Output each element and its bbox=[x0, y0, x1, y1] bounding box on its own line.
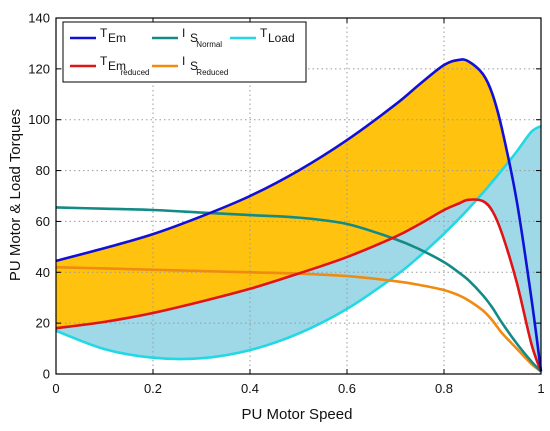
y-tick-label: 140 bbox=[28, 11, 50, 26]
y-tick-label: 120 bbox=[28, 61, 50, 76]
series-line-is_reduced bbox=[55, 265, 542, 373]
legend-label-sub2-is_reduced: Reduced bbox=[196, 68, 228, 77]
y-tick-label: 100 bbox=[28, 112, 50, 127]
legend-label-sub-is_reduced: S bbox=[190, 59, 198, 73]
legend-label-sub2-tem_reduced: reduced bbox=[121, 68, 150, 77]
series-line-tem_reduced bbox=[55, 198, 543, 372]
legend-label-sub-is_normal: S bbox=[190, 31, 198, 45]
legend-label-is_normal: I bbox=[182, 26, 185, 40]
y-tick-label: 80 bbox=[36, 163, 50, 178]
y-tick-label: 20 bbox=[36, 316, 50, 331]
fill-region-1 bbox=[56, 59, 541, 372]
legend-label-sub-tload: Load bbox=[268, 31, 295, 45]
legend-label-sub-tem: Em bbox=[108, 31, 126, 45]
legend-label-tload: T bbox=[260, 26, 268, 40]
x-tick-label: 0 bbox=[52, 381, 59, 396]
y-tick-label: 60 bbox=[36, 214, 50, 229]
x-tick-label: 1 bbox=[537, 381, 544, 396]
legend-label-sub2-is_normal: Normal bbox=[196, 40, 222, 49]
series-line-tem bbox=[55, 58, 543, 372]
series-line-tload bbox=[55, 124, 542, 361]
legend-label-tem_reduced: T bbox=[100, 54, 108, 68]
y-tick-label: 40 bbox=[36, 265, 50, 280]
legend-label-tem: T bbox=[100, 26, 108, 40]
x-tick-label: 0.4 bbox=[241, 381, 259, 396]
series-line-is_normal bbox=[55, 206, 542, 373]
y-tick-label: 0 bbox=[43, 367, 50, 382]
x-tick-label: 0.2 bbox=[144, 381, 162, 396]
legend-box bbox=[62, 21, 307, 83]
fill-region-2 bbox=[56, 126, 541, 372]
x-axis-label: PU Motor Speed bbox=[242, 406, 353, 423]
legend-label-is_reduced: I bbox=[182, 54, 185, 68]
x-tick-label: 0.6 bbox=[338, 381, 356, 396]
y-axis-label: PU Motor & Load Torques bbox=[7, 109, 24, 281]
legend-label-sub-tem_reduced: Em bbox=[108, 59, 126, 73]
x-tick-label: 0.8 bbox=[435, 381, 453, 396]
plot-frame bbox=[55, 17, 542, 375]
